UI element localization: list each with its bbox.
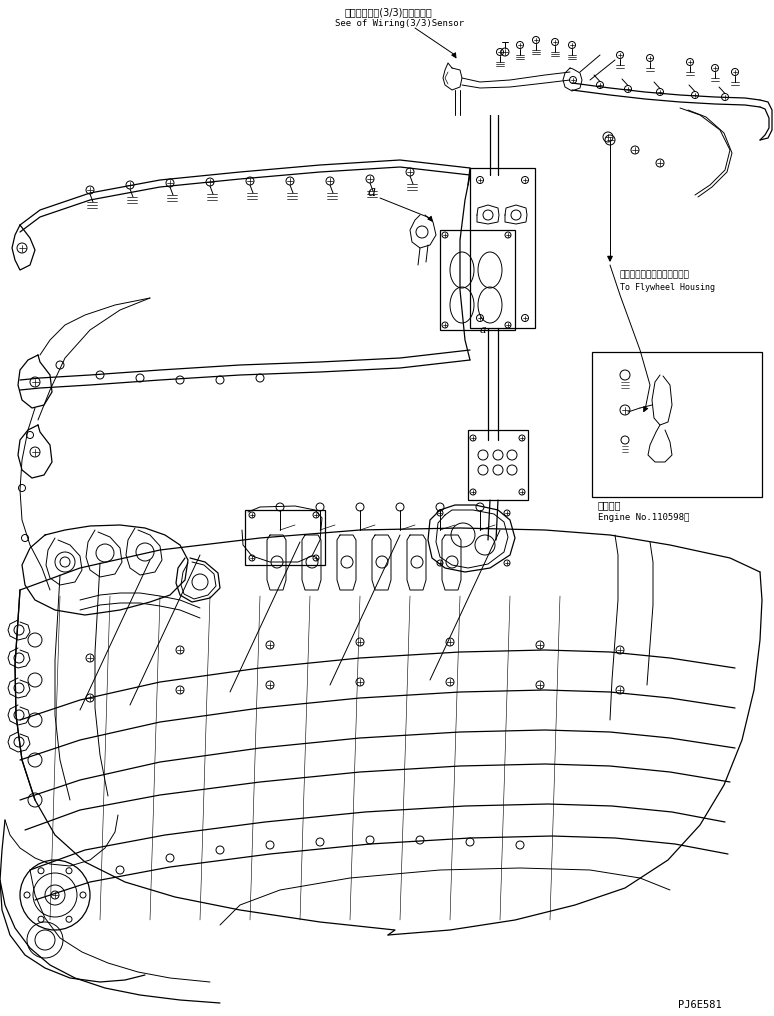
Bar <box>440 230 515 330</box>
Text: 適用号機: 適用号機 <box>598 500 622 510</box>
Text: Engine No.110598～: Engine No.110598～ <box>598 513 690 522</box>
Bar <box>245 510 325 565</box>
Bar <box>470 168 535 328</box>
Text: a: a <box>368 185 376 199</box>
Bar <box>592 352 762 497</box>
Text: フライホイールハウジングへ: フライホイールハウジングへ <box>620 270 690 279</box>
Text: To Flywheel Housing: To Flywheel Housing <box>620 283 715 293</box>
Text: See of Wiring(3/3)Sensor: See of Wiring(3/3)Sensor <box>335 18 464 27</box>
Text: a: a <box>480 325 486 335</box>
Text: ワイヤリング(3/3)センサ参照: ワイヤリング(3/3)センサ参照 <box>345 7 433 17</box>
Bar <box>468 430 528 500</box>
Text: PJ6E581: PJ6E581 <box>678 1000 722 1010</box>
